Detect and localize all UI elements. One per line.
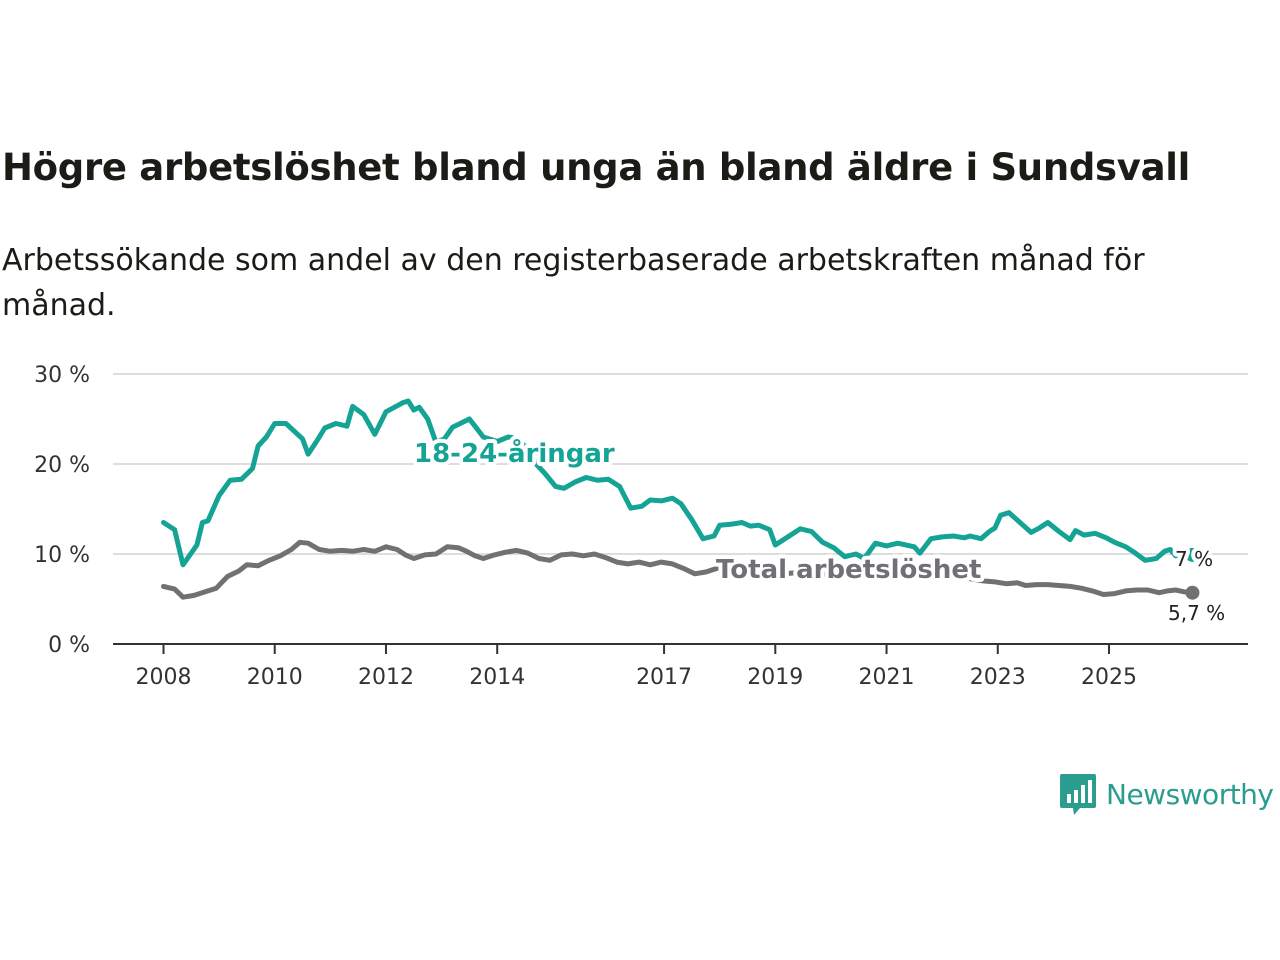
series-label-total-halo: Total arbetslöshet xyxy=(716,555,981,585)
end-label-youth-text: 7 % xyxy=(1175,547,1213,571)
series-lines xyxy=(161,398,1200,600)
y-axis: 0 % 10 % 20 % 30 % xyxy=(34,363,90,658)
end-label-total-text: 5,7 % xyxy=(1168,601,1225,625)
y-tick-label: 20 % xyxy=(34,453,90,478)
series-line-youth xyxy=(161,398,1195,568)
end-point-youth xyxy=(1185,547,1200,562)
x-tick-label: 2008 xyxy=(136,665,192,690)
series-label-total-text: Total arbetslöshet xyxy=(716,555,981,585)
y-tick-label: 0 % xyxy=(48,633,90,658)
y-tick-label: 10 % xyxy=(34,543,90,568)
x-tick-label: 2021 xyxy=(859,665,915,690)
brand-name: Newsworthy xyxy=(1106,777,1274,811)
series-label-youth-text: 18-24-åringar xyxy=(414,437,615,469)
end-label-total: 5,7 %5,7 % xyxy=(1164,597,1229,629)
x-tick-label: 2012 xyxy=(358,665,414,690)
x-tick-label: 2023 xyxy=(970,665,1026,690)
end-label-youth: 7 %7 % xyxy=(1171,543,1217,575)
series-label-youth-halo: 18-24-åringar xyxy=(414,437,615,469)
series-line-total xyxy=(161,539,1195,600)
y-tick-label: 30 % xyxy=(34,363,90,388)
x-tick-label: 2010 xyxy=(247,665,303,690)
x-tick-label: 2014 xyxy=(469,665,525,690)
chart-title: Högre arbetslöshet bland unga än bland ä… xyxy=(2,146,1191,189)
end-label-youth-halo: 7 % xyxy=(1175,547,1213,571)
x-axis: 2008 2010 2012 2014 2017 2019 2021 2023 2025 xyxy=(113,643,1248,690)
chart-subtitle: Arbetssökande som andel av den registerb… xyxy=(2,243,1145,323)
x-tick-label: 2017 xyxy=(636,665,692,690)
x-tick-label: 2025 xyxy=(1081,665,1137,690)
gridlines xyxy=(113,373,1248,555)
end-label-total-halo: 5,7 % xyxy=(1168,601,1225,625)
chart-bubble-icon xyxy=(1060,774,1096,815)
line-chart: 0 % 10 % 20 % 30 % 2008 2010 2012 2014 2017 2019… xyxy=(34,363,1248,690)
brand-logo: Newsworthy xyxy=(1058,772,1274,816)
end-point-total xyxy=(1185,585,1200,600)
x-tick-label: 2019 xyxy=(747,665,803,690)
